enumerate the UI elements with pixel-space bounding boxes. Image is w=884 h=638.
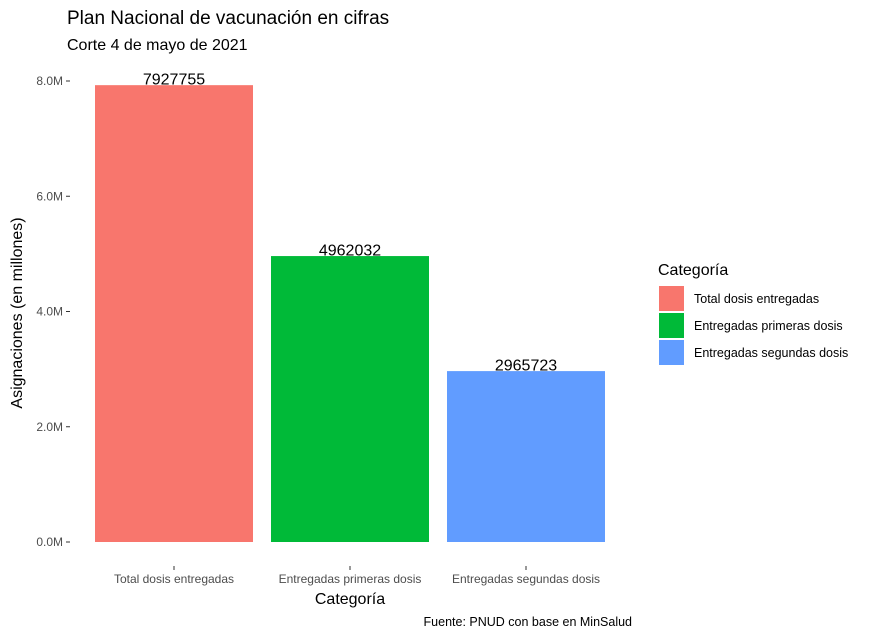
x-tick-label: Total dosis entregadas (114, 572, 234, 586)
x-tick-label: Entregadas segundas dosis (452, 572, 600, 586)
y-tick-label: 4.0M (36, 305, 63, 319)
y-tick-label: 0.0M (36, 535, 63, 549)
x-tick-label: Entregadas primeras dosis (279, 572, 422, 586)
y-axis: 0.0M 2.0M 4.0M 6.0M 8.0M (36, 74, 70, 549)
legend: Categoría Total dosis entregadas Entregad… (658, 262, 848, 365)
y-tick-label: 8.0M (36, 74, 63, 88)
data-label: 2965723 (495, 358, 557, 375)
x-axis-label: Categoría (315, 591, 385, 608)
bar (271, 256, 429, 542)
x-axis: Total dosis entregadas Entregadas primera… (114, 566, 600, 586)
data-label: 7927755 (143, 72, 205, 89)
legend-swatch (659, 286, 684, 311)
chart-subtitle: Corte 4 de mayo de 2021 (67, 37, 248, 54)
legend-entry-label: Entregadas segundas dosis (694, 346, 848, 360)
y-tick-label: 6.0M (36, 189, 63, 203)
y-tick-label: 2.0M (36, 420, 63, 434)
legend-swatch (659, 340, 684, 365)
chart-caption: Fuente: PNUD con base en MinSalud (424, 615, 632, 629)
legend-entry-label: Entregadas primeras dosis (694, 319, 843, 333)
legend-title: Categoría (658, 262, 728, 279)
legend-entry-label: Total dosis entregadas (694, 292, 819, 306)
bars-group: 7927755 4962032 2965723 (95, 72, 605, 542)
data-label: 4962032 (319, 243, 381, 260)
legend-swatch (659, 313, 684, 338)
chart-title: Plan Nacional de vacunación en cifras (67, 8, 389, 29)
bar (447, 371, 605, 542)
y-axis-label: Asignaciones (en millones) (9, 217, 26, 408)
bar (95, 85, 253, 542)
